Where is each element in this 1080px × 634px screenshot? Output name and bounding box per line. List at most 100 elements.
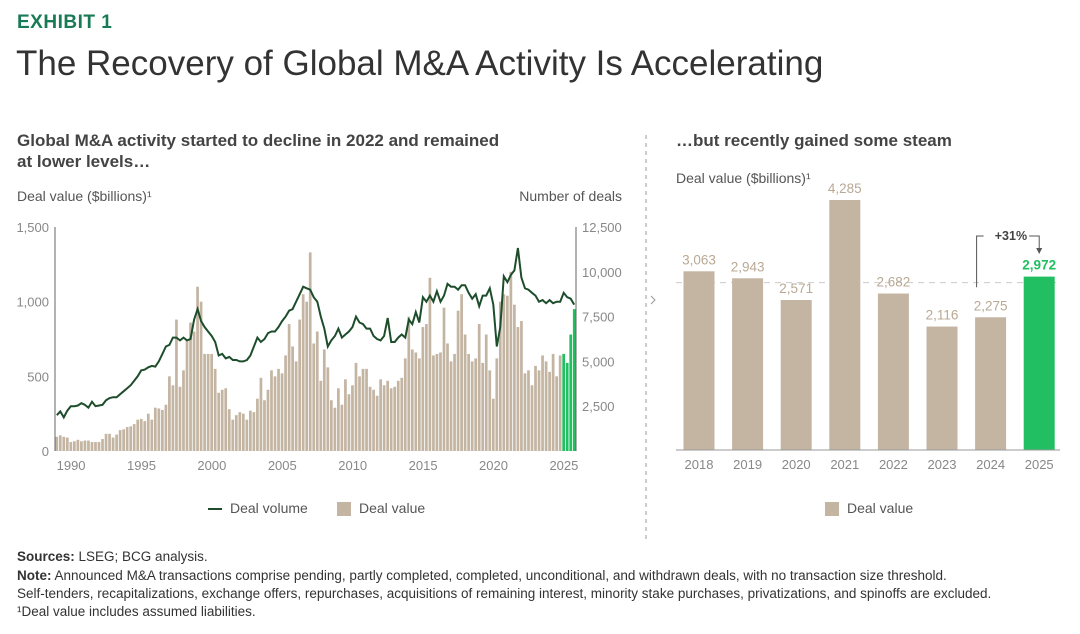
x-tick: 2020 bbox=[479, 458, 508, 473]
deal-value-bar bbox=[280, 373, 284, 451]
deal-volume-line bbox=[56, 247, 576, 420]
deal-value-bar bbox=[129, 426, 133, 451]
bar-swatch-icon bbox=[825, 502, 839, 517]
deal-value-bar bbox=[351, 385, 354, 451]
data-label: 2,116 bbox=[926, 308, 959, 323]
deal-value-bar bbox=[224, 388, 228, 451]
deal-value-bar bbox=[439, 352, 442, 451]
legend-deal-volume: Deal volume bbox=[208, 500, 308, 516]
deal-value-bar bbox=[326, 367, 330, 451]
right-legend-deal-value: Deal value bbox=[825, 500, 913, 517]
bar-swatch-icon bbox=[337, 502, 351, 517]
deal-value-bar bbox=[498, 301, 502, 451]
deal-value-bar bbox=[523, 373, 527, 451]
deal-value-bar bbox=[386, 380, 390, 451]
x-tick: 2023 bbox=[928, 457, 957, 472]
deal-value-bar bbox=[298, 319, 302, 451]
deal-value-bar bbox=[122, 429, 126, 451]
deal-value-bar bbox=[90, 442, 94, 451]
deal-value-bar bbox=[365, 368, 368, 451]
deal-value-bar bbox=[414, 352, 418, 451]
x-tick: 1995 bbox=[127, 458, 156, 473]
deal-value-bar bbox=[178, 386, 182, 451]
deal-value-bar bbox=[118, 430, 122, 451]
deal-value-bar bbox=[62, 436, 66, 451]
left-y-axis-label: Deal value ($billions)¹ bbox=[17, 188, 152, 204]
note-text: Announced M&A transactions comprise pend… bbox=[51, 568, 947, 583]
deal-value-bar bbox=[143, 421, 147, 451]
deal-value-bar bbox=[428, 277, 432, 451]
deal-value-bar bbox=[270, 370, 273, 451]
deal-value-bar bbox=[65, 437, 69, 451]
deal-value-bar bbox=[358, 376, 361, 451]
deal-value-bar bbox=[132, 424, 136, 451]
deal-value-bar bbox=[168, 376, 171, 451]
deal-value-bar bbox=[344, 379, 347, 451]
footnote: ¹Deal value includes assumed liabilities… bbox=[17, 604, 256, 619]
deal-value-bar bbox=[551, 353, 555, 451]
deal-value-bar bbox=[481, 362, 485, 451]
x-tick: 2019 bbox=[733, 457, 762, 472]
deal-value-bar bbox=[329, 400, 333, 451]
change-annotation: +31% bbox=[995, 229, 1027, 243]
deal-value-bar bbox=[101, 439, 104, 451]
deal-value-bar bbox=[780, 300, 812, 450]
x-tick: 2010 bbox=[338, 458, 367, 473]
deal-value-bar bbox=[284, 355, 287, 451]
note-continued: Self-tenders, recapitalizations, exchang… bbox=[17, 586, 992, 601]
deal-value-bar bbox=[227, 409, 231, 451]
sources-text: LSEG; BCG analysis. bbox=[74, 549, 208, 564]
left-chart: 0 500 1,000 1,500 2,500 5,000 7,500 10,000 12,50… bbox=[16, 220, 621, 473]
deal-value-bar bbox=[308, 252, 312, 451]
page-title: The Recovery of Global M&A Activity Is A… bbox=[16, 44, 824, 83]
deal-value-bar bbox=[213, 368, 217, 451]
deal-value-bar bbox=[192, 331, 196, 451]
deal-value-bar bbox=[210, 353, 214, 451]
deal-value-bar bbox=[196, 286, 199, 451]
sources-label: Sources: bbox=[17, 549, 75, 564]
deal-value-bar bbox=[477, 324, 481, 451]
deal-value-bar bbox=[87, 440, 90, 451]
deal-value-bar bbox=[537, 370, 541, 451]
deal-value-bar bbox=[245, 419, 249, 451]
deal-value-bar bbox=[305, 301, 309, 451]
data-label: 3,063 bbox=[682, 252, 716, 267]
deal-value-bar bbox=[182, 370, 185, 451]
exhibit-label: EXHIBIT 1 bbox=[17, 12, 113, 33]
deal-value-bar bbox=[470, 361, 474, 451]
deal-value-bar bbox=[548, 371, 551, 451]
deal-value-bar bbox=[266, 389, 270, 451]
deal-value-bar bbox=[877, 293, 909, 450]
x-tick: 2005 bbox=[268, 458, 297, 473]
deal-value-bar bbox=[83, 440, 87, 451]
deal-value-bar bbox=[484, 334, 488, 451]
deal-value-bar bbox=[94, 442, 97, 451]
deal-value-bar bbox=[273, 376, 277, 451]
deal-value-bar bbox=[502, 294, 506, 451]
deal-value-bar bbox=[530, 385, 534, 451]
deal-value-bar bbox=[58, 435, 62, 451]
x-tick: 2025 bbox=[1025, 457, 1054, 472]
deal-value-bar bbox=[544, 361, 548, 451]
deal-value-bar bbox=[396, 380, 400, 451]
highlight-bar bbox=[569, 334, 573, 451]
deal-value-bar bbox=[520, 321, 523, 451]
deal-value-bar bbox=[425, 324, 428, 451]
deal-value-bar bbox=[446, 343, 449, 451]
deal-value-bar bbox=[238, 412, 242, 451]
deal-value-bar bbox=[495, 358, 499, 451]
y-tick-right: 7,500 bbox=[582, 310, 615, 325]
deal-value-bar bbox=[340, 404, 344, 451]
deal-value-bar bbox=[379, 379, 382, 451]
deal-value-bar bbox=[136, 419, 140, 451]
deal-value-bar bbox=[277, 368, 280, 451]
deal-value-bar bbox=[375, 395, 379, 451]
deal-value-bar bbox=[315, 331, 319, 451]
deal-value-bar bbox=[249, 410, 252, 451]
x-tick: 2021 bbox=[830, 457, 859, 472]
deal-value-bar bbox=[732, 278, 764, 450]
deal-value-bar bbox=[410, 349, 414, 451]
deal-value-bar bbox=[231, 419, 235, 451]
right-chart: 3,063 2018 2,943 2019 2,571 2020 4,285 2021 2,68… bbox=[676, 181, 1060, 472]
right-y-axis-label: Number of deals bbox=[519, 188, 622, 204]
